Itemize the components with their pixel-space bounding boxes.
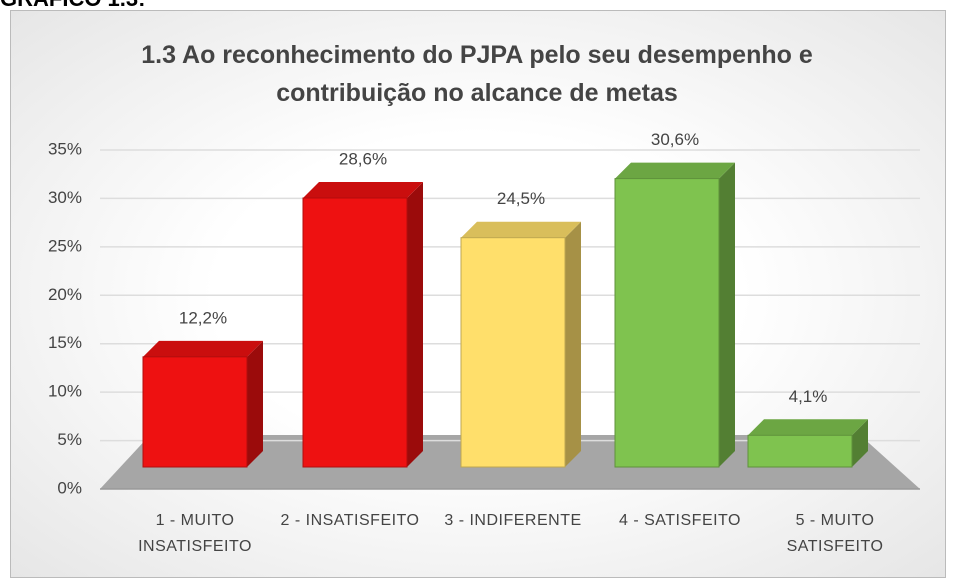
bar-top xyxy=(461,221,581,238)
bar-side xyxy=(247,340,263,467)
y-tick-label: 15% xyxy=(48,333,82,352)
y-tick-label: 25% xyxy=(48,236,82,255)
bar-top xyxy=(748,419,868,436)
x-tick-label: 3 - INDIFERENTE xyxy=(444,512,582,529)
bar-side xyxy=(565,221,581,467)
value-label: 12,2% xyxy=(179,308,227,327)
value-label: 24,5% xyxy=(497,189,545,208)
y-tick-label: 0% xyxy=(57,478,82,497)
bar-side xyxy=(719,162,735,468)
bar xyxy=(302,197,408,468)
bar xyxy=(614,178,720,468)
bar xyxy=(747,434,853,468)
bar-top xyxy=(615,162,735,179)
bar xyxy=(142,356,248,468)
chart-title: 1.3 Ao reconhecimento do PJPA pelo seu d… xyxy=(141,41,813,107)
y-tick-label: 35% xyxy=(48,139,82,158)
y-tick-label: 10% xyxy=(48,382,82,401)
y-tick-label: 5% xyxy=(57,430,82,449)
bar-side xyxy=(407,181,423,467)
y-tick-label: 30% xyxy=(48,188,82,207)
x-tick-label: 2 - INSATISFEITO xyxy=(280,512,420,529)
value-label: 30,6% xyxy=(651,130,699,149)
bar-top xyxy=(143,340,263,357)
x-tick-label: 4 - SATISFEITO xyxy=(619,512,741,529)
heading: GRÁFICO 1.3: xyxy=(0,0,145,12)
x-tick-label: 1 - MUITO INSATISFEITO xyxy=(138,512,252,555)
value-label: 28,6% xyxy=(339,149,387,168)
bar-side xyxy=(852,419,868,467)
bar-top xyxy=(303,181,423,198)
bar xyxy=(460,237,566,468)
y-tick-label: 20% xyxy=(48,285,82,304)
value-label: 4,1% xyxy=(789,387,828,406)
x-tick-label: 5 - MUITO SATISFEITO xyxy=(786,512,884,555)
